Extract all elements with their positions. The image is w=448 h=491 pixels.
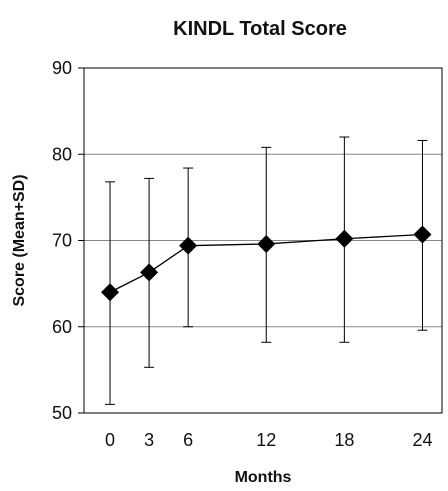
- data-point-marker: [335, 229, 354, 248]
- data-point-marker: [140, 263, 159, 282]
- x-axis-label: Months: [235, 469, 292, 486]
- y-tick-label: 80: [52, 144, 72, 164]
- y-tick-label: 70: [52, 231, 72, 251]
- data-point-marker: [179, 236, 198, 255]
- x-tick-label: 12: [256, 430, 276, 450]
- data-markers: [101, 225, 432, 302]
- x-tick-label: 24: [412, 430, 432, 450]
- chart-title: KINDL Total Score: [173, 18, 347, 40]
- y-tick-labels: 50 60 70 80 90: [52, 58, 84, 423]
- y-axis-label: Score (Mean+SD): [11, 174, 28, 306]
- y-tick-label: 50: [52, 403, 72, 423]
- data-point-marker: [257, 234, 276, 253]
- y-tick-label: 90: [52, 58, 72, 78]
- y-tick-label: 60: [52, 317, 72, 337]
- data-point-marker: [413, 225, 432, 244]
- x-tick-label: 0: [105, 430, 115, 450]
- x-tick-labels: 0 3 6 12 18 24: [105, 430, 432, 450]
- x-tick-label: 3: [144, 430, 154, 450]
- data-point-marker: [101, 283, 120, 302]
- x-tick-label: 18: [334, 430, 354, 450]
- x-tick-label: 6: [183, 430, 193, 450]
- series-line: [109, 233, 423, 293]
